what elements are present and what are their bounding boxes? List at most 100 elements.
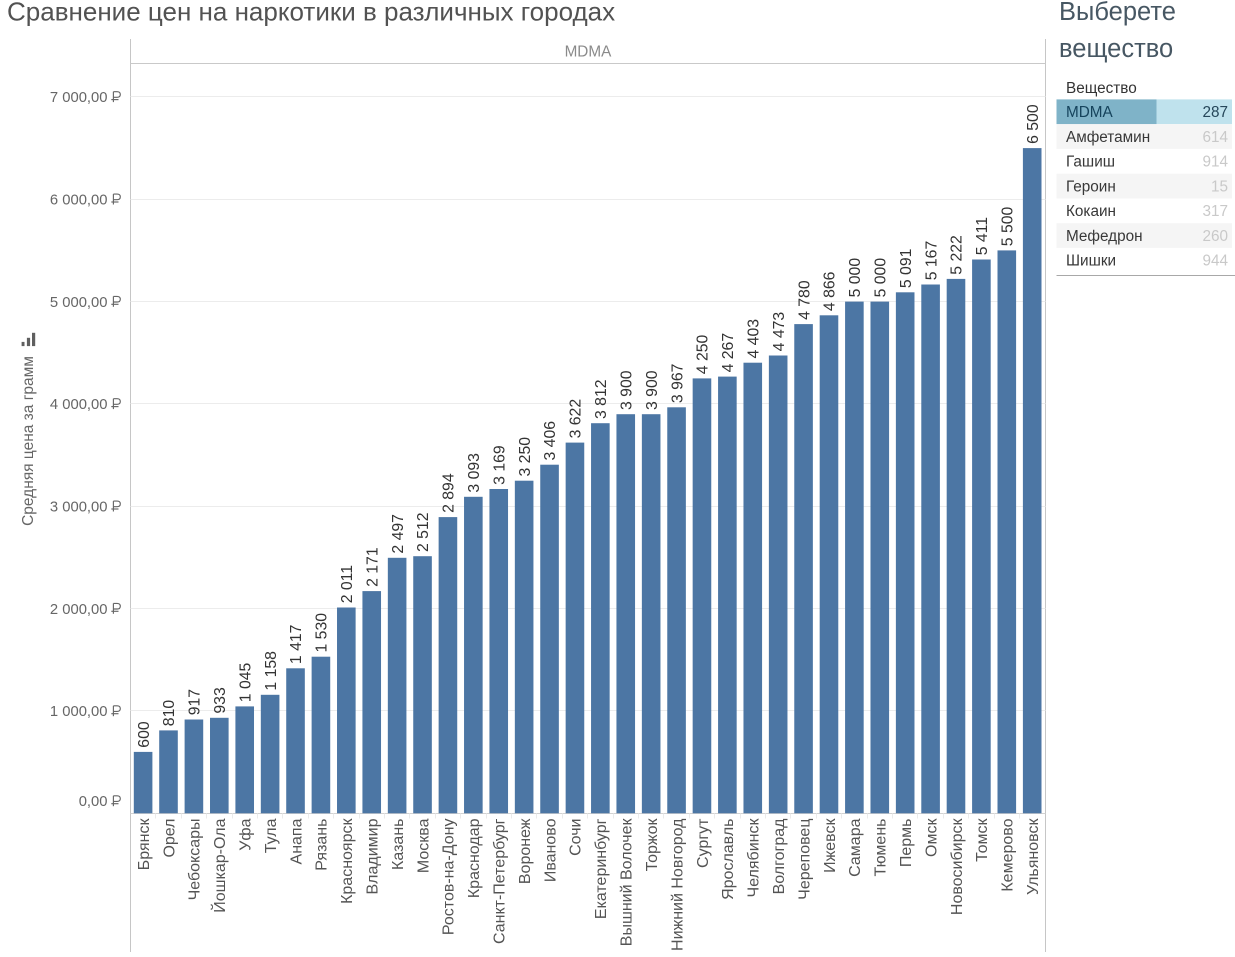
svg-text:Тюмень: Тюмень: [873, 819, 890, 877]
svg-text:1 530: 1 530: [314, 613, 331, 653]
svg-text:Иваново: Иваново: [542, 818, 559, 882]
svg-text:2 000,00: 2 000,00: [50, 602, 108, 618]
svg-text:Череповец: Череповец: [796, 819, 813, 900]
svg-text:600: 600: [136, 721, 153, 748]
svg-text:Амфетамин: Амфетамин: [1066, 129, 1150, 146]
svg-text:Омск: Омск: [923, 818, 940, 857]
svg-text:2 171: 2 171: [364, 547, 381, 587]
svg-text:Воронеж: Воронеж: [517, 818, 534, 884]
svg-text:Сравнение цен на наркотики в р: Сравнение цен на наркотики в различных г…: [7, 0, 615, 27]
svg-text:5 091: 5 091: [898, 248, 915, 288]
svg-text:Красноярск: Красноярск: [339, 818, 356, 904]
svg-text:7 000,00: 7 000,00: [50, 90, 108, 106]
svg-text:1 045: 1 045: [237, 662, 254, 702]
svg-text:Ульяновск: Ульяновск: [1025, 818, 1042, 895]
svg-text:2 011: 2 011: [339, 565, 356, 604]
svg-text:Владимир: Владимир: [364, 818, 381, 894]
svg-text:4 267: 4 267: [720, 333, 737, 373]
svg-text:Вышний Волочек: Вышний Волочек: [619, 818, 636, 947]
svg-text:Санкт-Петербург: Санкт-Петербург: [491, 818, 508, 944]
svg-text:2 512: 2 512: [415, 512, 432, 552]
svg-text:Шишки: Шишки: [1066, 253, 1116, 270]
svg-text:Казань: Казань: [390, 819, 407, 870]
svg-text:6 000,00: 6 000,00: [50, 193, 108, 209]
svg-text:4 780: 4 780: [796, 280, 813, 320]
svg-text:Москва: Москва: [415, 818, 432, 873]
svg-text:Уфа: Уфа: [237, 818, 254, 850]
svg-text:5 000: 5 000: [847, 258, 864, 298]
svg-text:Мефедрон: Мефедрон: [1066, 228, 1143, 245]
svg-text:Йошкар-Ола: Йошкар-Ола: [210, 818, 229, 912]
svg-text:5 222: 5 222: [949, 235, 966, 275]
svg-text:5 000,00: 5 000,00: [50, 295, 108, 311]
svg-text:3 900: 3 900: [644, 370, 661, 410]
svg-text:4 250: 4 250: [695, 334, 712, 374]
svg-text:вещество: вещество: [1059, 35, 1173, 63]
svg-text:1 158: 1 158: [263, 651, 280, 691]
svg-text:1 417: 1 417: [288, 625, 305, 665]
svg-text:4 403: 4 403: [746, 319, 763, 359]
svg-text:Средняя цена за грамм: Средняя цена за грамм: [20, 356, 37, 526]
svg-text:3 622: 3 622: [568, 399, 585, 439]
svg-text:Волгоград: Волгоград: [771, 818, 788, 895]
svg-text:15: 15: [1211, 178, 1228, 195]
svg-text:Кокаин: Кокаин: [1066, 203, 1116, 220]
svg-text:Тула: Тула: [263, 818, 280, 853]
svg-text:933: 933: [212, 687, 229, 714]
svg-text:2 894: 2 894: [441, 473, 458, 513]
svg-text:3 169: 3 169: [491, 445, 508, 485]
svg-text:3 406: 3 406: [542, 421, 559, 461]
svg-text:Екатеринбург: Екатеринбург: [593, 818, 610, 919]
svg-text:287: 287: [1202, 104, 1228, 121]
svg-text:Новосибирск: Новосибирск: [949, 818, 966, 916]
svg-text:Орел: Орел: [161, 819, 178, 858]
svg-text:4 866: 4 866: [822, 271, 839, 311]
svg-text:Гашиш: Гашиш: [1066, 154, 1115, 171]
svg-text:3 900: 3 900: [619, 370, 636, 410]
svg-text:Сочи: Сочи: [568, 819, 585, 856]
svg-text:Самара: Самара: [847, 818, 864, 876]
svg-text:3 250: 3 250: [517, 437, 534, 477]
svg-text:Ижевск: Ижевск: [822, 818, 839, 873]
svg-text:260: 260: [1202, 228, 1228, 245]
svg-text:Героин: Героин: [1066, 178, 1116, 195]
svg-text:Рязань: Рязань: [314, 819, 331, 871]
svg-text:5 167: 5 167: [923, 241, 940, 281]
svg-text:Ярославль: Ярославль: [720, 819, 737, 900]
svg-text:Брянск: Брянск: [136, 818, 153, 871]
svg-text:3 093: 3 093: [466, 453, 483, 493]
svg-text:914: 914: [1202, 154, 1228, 171]
svg-text:917: 917: [187, 689, 204, 715]
svg-text:3 812: 3 812: [593, 379, 610, 419]
svg-text:4 473: 4 473: [771, 312, 788, 352]
svg-text:MDMA: MDMA: [565, 44, 613, 61]
svg-text:2 497: 2 497: [390, 514, 407, 554]
svg-text:317: 317: [1202, 203, 1228, 220]
svg-text:5 000: 5 000: [873, 258, 890, 298]
svg-text:5 500: 5 500: [1000, 206, 1017, 246]
svg-text:Торжок: Торжок: [644, 818, 661, 872]
svg-text:Чебоксары: Чебоксары: [187, 819, 204, 901]
svg-text:Краснодар: Краснодар: [466, 818, 483, 898]
svg-text:Выберете: Выберете: [1059, 0, 1176, 26]
svg-text:MDMA: MDMA: [1066, 104, 1114, 121]
svg-text:Ростов-на-Дону: Ростов-на-Дону: [441, 819, 458, 936]
svg-text:Пермь: Пермь: [898, 819, 915, 868]
svg-text:3 000,00: 3 000,00: [50, 500, 108, 516]
svg-text:Томск: Томск: [974, 818, 991, 862]
svg-text:614: 614: [1202, 129, 1228, 146]
svg-text:944: 944: [1202, 253, 1228, 270]
svg-text:0,00: 0,00: [79, 794, 108, 810]
svg-text:Вещество: Вещество: [1066, 80, 1137, 97]
svg-text:Анапа: Анапа: [288, 818, 305, 864]
svg-text:5 411: 5 411: [974, 217, 991, 256]
svg-text:Челябинск: Челябинск: [746, 818, 763, 898]
svg-text:3 967: 3 967: [669, 364, 686, 404]
svg-text:Нижний Новгород: Нижний Новгород: [669, 818, 686, 951]
svg-text:6 500: 6 500: [1025, 104, 1042, 144]
svg-text:810: 810: [161, 700, 178, 727]
svg-text:1 000,00: 1 000,00: [50, 704, 108, 720]
svg-text:Сургут: Сургут: [695, 818, 712, 868]
svg-text:Кемерово: Кемерово: [1000, 818, 1017, 891]
svg-text:4 000,00: 4 000,00: [50, 397, 108, 413]
